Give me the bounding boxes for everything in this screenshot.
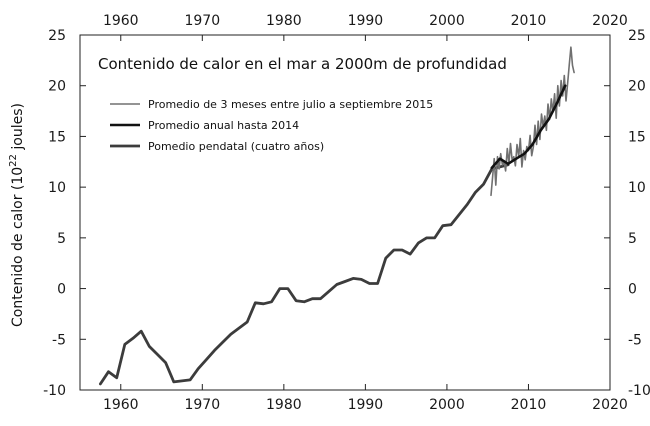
chart-title: Contenido de calor en el mar a 2000m de … [98,55,507,73]
y-tick-label-right: 20 [628,79,646,95]
y-tick-label-right: 5 [628,231,637,247]
y-tick-label-right: 25 [628,28,646,44]
plot-frame [79,34,611,391]
x-tick-label-bottom: 1970 [184,397,220,413]
x-tick-label-bottom: 2010 [511,397,547,413]
x-tick-label-top: 2020 [592,13,628,29]
x-tick-label-top: 2000 [429,13,465,29]
y-tick-label-right: 10 [628,180,646,196]
y-tick-label-left: -5 [52,332,66,348]
x-tick-label-bottom: 1990 [348,397,384,413]
legend: Promedio de 3 meses entre julio a septie… [110,98,433,153]
legend-label: Promedio de 3 meses entre julio a septie… [148,98,433,111]
y-tick-label-right: -5 [628,332,642,348]
y-tick-label-right: 0 [628,282,637,298]
series-line-2 [490,84,567,170]
series-line-3 [99,163,510,386]
x-tick-label-bottom: 2000 [429,397,465,413]
y-tick-label-left: 20 [48,79,66,95]
x-tick-label-top: 1980 [266,13,302,29]
plot-area: 1960196019701970198019801990199020002000… [43,13,650,413]
x-tick-label-bottom: 1980 [266,397,302,413]
y-tick-label-left: 25 [48,28,66,44]
legend-label: Pomedio pendatal (cuatro años) [148,140,324,153]
x-tick-label-top: 1990 [348,13,384,29]
x-tick-label-bottom: 2020 [592,397,628,413]
y-tick-label-left: -10 [43,383,66,399]
x-tick-label-top: 1960 [103,13,139,29]
x-tick-label-bottom: 1960 [103,397,139,413]
y-tick-label-left: 5 [57,231,66,247]
x-tick-label-top: 2010 [511,13,547,29]
x-tick-label-top: 1970 [184,13,220,29]
y-tick-label-left: 10 [48,180,66,196]
y-axis-label: Contenido de calor (1022 joules) [8,103,26,327]
y-tick-label-right: -10 [628,383,650,399]
y-tick-label-left: 15 [48,129,66,145]
legend-label: Promedio anual hasta 2014 [148,119,299,132]
y-tick-label-right: 15 [628,129,646,145]
y-tick-label-left: 0 [57,282,66,298]
